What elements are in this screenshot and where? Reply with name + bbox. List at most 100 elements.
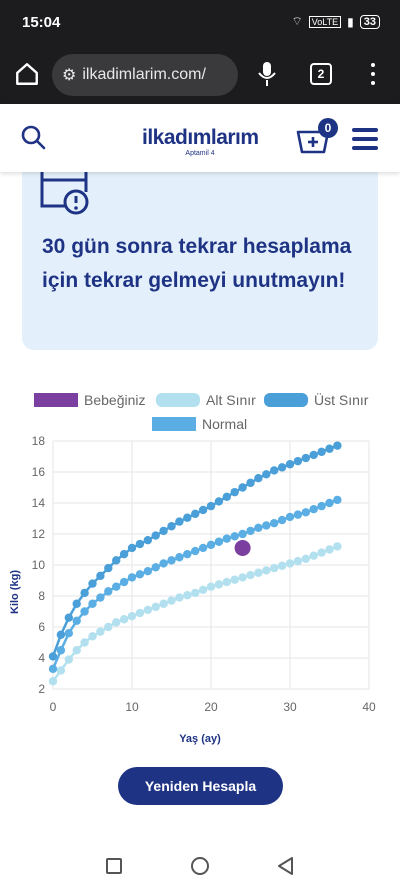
series-point-normal[interactable]: [301, 508, 310, 517]
series-point-normal[interactable]: [309, 505, 318, 514]
series-point--st-s-n-r[interactable]: [64, 613, 74, 622]
series-point-alt-s-n-r[interactable]: [198, 585, 208, 594]
series-point-normal[interactable]: [333, 495, 342, 505]
series-point--st-s-n-r[interactable]: [325, 444, 334, 453]
series-point--st-s-n-r[interactable]: [254, 474, 263, 483]
baby-point[interactable]: [234, 539, 251, 556]
series-point-normal[interactable]: [96, 593, 105, 602]
series-point--st-s-n-r[interactable]: [143, 536, 152, 545]
series-point--st-s-n-r[interactable]: [56, 630, 66, 639]
series-point--st-s-n-r[interactable]: [293, 456, 303, 466]
browser-menu-icon[interactable]: [366, 61, 380, 87]
series-point-alt-s-n-r[interactable]: [159, 599, 168, 608]
series-point-alt-s-n-r[interactable]: [309, 551, 318, 560]
legend-item-lower[interactable]: Alt Sınır: [156, 392, 256, 408]
tabs-button[interactable]: 2: [310, 63, 332, 85]
series-point--st-s-n-r[interactable]: [206, 501, 216, 511]
series-point-alt-s-n-r[interactable]: [80, 638, 89, 647]
series-point--st-s-n-r[interactable]: [127, 543, 137, 553]
back-icon[interactable]: [276, 856, 294, 876]
series-point--st-s-n-r[interactable]: [135, 539, 145, 549]
series-point-normal[interactable]: [262, 521, 271, 530]
series-point--st-s-n-r[interactable]: [191, 509, 200, 519]
search-icon[interactable]: [20, 124, 46, 150]
mic-icon[interactable]: [256, 61, 278, 87]
series-point-alt-s-n-r[interactable]: [214, 580, 224, 589]
series-point--st-s-n-r[interactable]: [96, 571, 105, 581]
series-point-normal[interactable]: [135, 570, 145, 579]
series-point--st-s-n-r[interactable]: [309, 450, 318, 460]
series-point-alt-s-n-r[interactable]: [333, 542, 342, 551]
series-point--st-s-n-r[interactable]: [270, 466, 279, 475]
series-point--st-s-n-r[interactable]: [214, 497, 224, 506]
series-point-normal[interactable]: [325, 498, 334, 508]
series-point-alt-s-n-r[interactable]: [293, 556, 303, 566]
series-point-normal[interactable]: [104, 587, 113, 596]
series-point-normal[interactable]: [214, 537, 224, 546]
series-point-normal[interactable]: [159, 559, 168, 568]
home-icon[interactable]: [14, 61, 40, 87]
series-point-normal[interactable]: [277, 515, 287, 525]
series-point--st-s-n-r[interactable]: [48, 652, 58, 661]
series-point-normal[interactable]: [254, 523, 263, 532]
series-point-normal[interactable]: [285, 512, 295, 522]
series-point-normal[interactable]: [317, 501, 326, 511]
url-bar[interactable]: ⚙ ilkadimlarim.com/: [52, 54, 238, 96]
series-point--st-s-n-r[interactable]: [238, 483, 247, 492]
legend-item-baby[interactable]: Bebeğiniz: [34, 392, 146, 408]
series-point-normal[interactable]: [127, 573, 137, 582]
series-point--st-s-n-r[interactable]: [104, 563, 113, 573]
series-point-alt-s-n-r[interactable]: [143, 605, 152, 615]
series-point-alt-s-n-r[interactable]: [88, 632, 97, 641]
series-point--st-s-n-r[interactable]: [198, 505, 208, 515]
series-point--st-s-n-r[interactable]: [72, 599, 81, 608]
series-point-alt-s-n-r[interactable]: [64, 655, 74, 664]
hamburger-menu-icon[interactable]: [352, 128, 378, 150]
series-point-alt-s-n-r[interactable]: [135, 608, 145, 618]
series-point--st-s-n-r[interactable]: [175, 517, 184, 526]
series-point-normal[interactable]: [183, 549, 192, 559]
series-point-alt-s-n-r[interactable]: [151, 602, 160, 612]
series-point-normal[interactable]: [48, 664, 58, 674]
series-point-alt-s-n-r[interactable]: [72, 646, 81, 655]
series-point-alt-s-n-r[interactable]: [183, 591, 192, 600]
series-point-normal[interactable]: [175, 553, 184, 562]
series-point-normal[interactable]: [167, 556, 176, 565]
series-point-normal[interactable]: [191, 546, 200, 556]
series-point--st-s-n-r[interactable]: [277, 463, 287, 472]
series-point-normal[interactable]: [246, 526, 255, 536]
logo[interactable]: ilkadımlarım Aptamil 4: [142, 112, 259, 166]
series-point--st-s-n-r[interactable]: [262, 470, 271, 479]
series-point--st-s-n-r[interactable]: [119, 549, 129, 559]
series-point--st-s-n-r[interactable]: [112, 556, 121, 565]
legend-item-upper[interactable]: Üst Sınır: [264, 392, 368, 408]
series-point-alt-s-n-r[interactable]: [277, 561, 287, 570]
series-point-normal[interactable]: [112, 582, 121, 591]
series-point-alt-s-n-r[interactable]: [270, 563, 279, 573]
series-point-alt-s-n-r[interactable]: [119, 615, 129, 624]
series-point-normal[interactable]: [72, 616, 81, 625]
series-point-alt-s-n-r[interactable]: [112, 618, 121, 627]
series-point--st-s-n-r[interactable]: [80, 588, 89, 598]
home-nav-icon[interactable]: [191, 857, 209, 875]
series-point-normal[interactable]: [80, 607, 89, 616]
series-point-alt-s-n-r[interactable]: [317, 548, 326, 557]
recalculate-button[interactable]: Yeniden Hesapla: [118, 767, 283, 805]
series-point-normal[interactable]: [119, 577, 129, 587]
series-point-normal[interactable]: [56, 646, 66, 655]
series-point-alt-s-n-r[interactable]: [246, 570, 255, 580]
series-point-normal[interactable]: [88, 599, 97, 608]
series-point--st-s-n-r[interactable]: [230, 487, 239, 497]
series-point-alt-s-n-r[interactable]: [262, 566, 271, 575]
series-point-alt-s-n-r[interactable]: [325, 545, 334, 554]
series-point-normal[interactable]: [222, 534, 231, 543]
series-point-alt-s-n-r[interactable]: [285, 559, 295, 568]
series-point-alt-s-n-r[interactable]: [104, 622, 113, 632]
series-point-alt-s-n-r[interactable]: [96, 627, 105, 636]
recents-icon[interactable]: [106, 858, 122, 874]
series-point-alt-s-n-r[interactable]: [167, 596, 176, 605]
series-point--st-s-n-r[interactable]: [151, 531, 160, 540]
series-point--st-s-n-r[interactable]: [333, 441, 342, 450]
series-point--st-s-n-r[interactable]: [222, 492, 231, 501]
series-point-normal[interactable]: [198, 543, 208, 553]
